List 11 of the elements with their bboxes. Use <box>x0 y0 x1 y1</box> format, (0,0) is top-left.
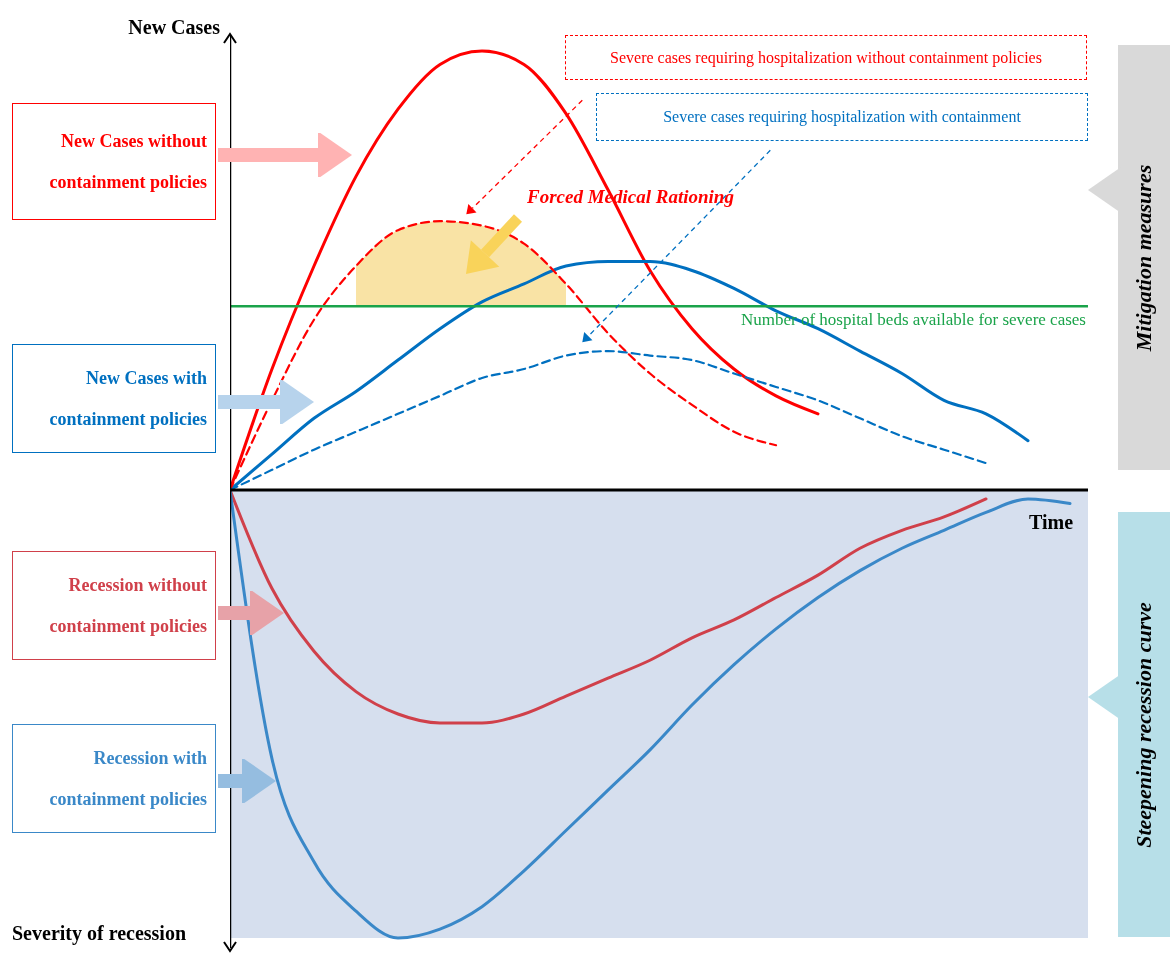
text: Steepening recession curve <box>1131 601 1157 848</box>
text: New Cases with containment policies <box>48 366 207 431</box>
text: Recession with containment policies <box>48 746 207 811</box>
text: Recession without containment policies <box>48 573 207 638</box>
text: Mitigation measures <box>1131 164 1157 351</box>
y-axis-title: New Cases <box>128 16 220 39</box>
text: Severe cases requiring hospitalization with containment <box>663 108 1021 126</box>
text: Severe cases requiring hospitalization without containment policies <box>610 48 1042 67</box>
x-axis-title: Time <box>1029 511 1074 534</box>
text: New Cases without containment policies <box>48 129 207 194</box>
text: Severity of recession <box>12 922 187 945</box>
